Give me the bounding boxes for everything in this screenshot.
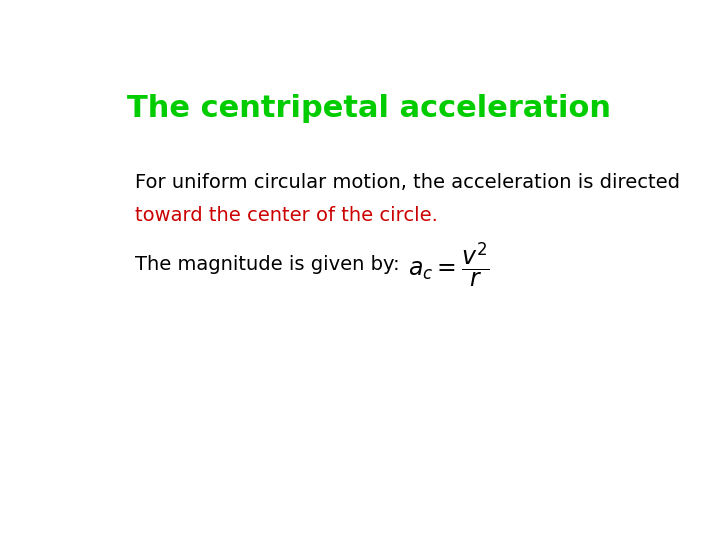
Text: The magnitude is given by:: The magnitude is given by:	[135, 255, 400, 274]
Text: For uniform circular motion, the acceleration is directed: For uniform circular motion, the acceler…	[135, 173, 680, 192]
Text: $a_c = \dfrac{v^2}{r}$: $a_c = \dfrac{v^2}{r}$	[408, 240, 490, 289]
Text: toward the center of the circle.: toward the center of the circle.	[135, 206, 438, 225]
Text: The centripetal acceleration: The centripetal acceleration	[127, 94, 611, 123]
